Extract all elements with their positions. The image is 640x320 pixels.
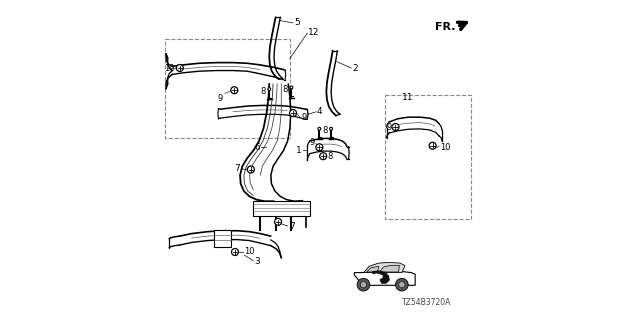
- Text: 10: 10: [244, 247, 255, 257]
- Bar: [164, 39, 290, 138]
- Circle shape: [360, 282, 367, 288]
- Text: 5: 5: [294, 18, 300, 27]
- Circle shape: [316, 144, 323, 151]
- Circle shape: [289, 109, 296, 116]
- Circle shape: [231, 87, 238, 94]
- Text: 11: 11: [402, 93, 413, 102]
- Circle shape: [429, 142, 436, 149]
- Text: 10: 10: [164, 63, 175, 73]
- Circle shape: [275, 218, 282, 225]
- Bar: [253, 201, 310, 215]
- Text: 4: 4: [317, 107, 323, 116]
- Polygon shape: [380, 265, 399, 272]
- Circle shape: [357, 278, 370, 291]
- Circle shape: [232, 249, 239, 255]
- Text: 8: 8: [322, 126, 327, 135]
- Text: 7: 7: [289, 222, 294, 231]
- Text: 9: 9: [301, 113, 307, 122]
- Text: FR.: FR.: [435, 22, 456, 32]
- Polygon shape: [372, 271, 389, 283]
- Bar: [214, 230, 231, 247]
- Text: 10: 10: [440, 143, 451, 152]
- Polygon shape: [355, 271, 415, 285]
- Text: 12: 12: [308, 28, 319, 37]
- Text: 6: 6: [255, 143, 260, 152]
- Text: 8: 8: [260, 87, 266, 96]
- Circle shape: [176, 65, 183, 71]
- Polygon shape: [364, 262, 405, 273]
- Text: 8: 8: [327, 152, 332, 161]
- Text: 9: 9: [218, 94, 223, 103]
- Polygon shape: [367, 266, 379, 272]
- Circle shape: [268, 88, 271, 91]
- Text: 2: 2: [353, 63, 358, 73]
- Text: 1: 1: [296, 146, 301, 155]
- Circle shape: [290, 86, 293, 89]
- Text: 7: 7: [234, 164, 240, 173]
- Text: 9: 9: [387, 123, 392, 132]
- Circle shape: [320, 153, 326, 160]
- Circle shape: [399, 282, 405, 288]
- Circle shape: [396, 278, 408, 291]
- Text: 9: 9: [310, 138, 315, 147]
- Bar: [385, 95, 470, 219]
- Text: 3: 3: [254, 257, 260, 266]
- Text: TZ54B3720A: TZ54B3720A: [401, 298, 451, 307]
- Circle shape: [247, 166, 254, 173]
- Circle shape: [330, 127, 333, 130]
- Text: 8: 8: [282, 85, 287, 94]
- Circle shape: [392, 124, 399, 131]
- Circle shape: [318, 127, 321, 130]
